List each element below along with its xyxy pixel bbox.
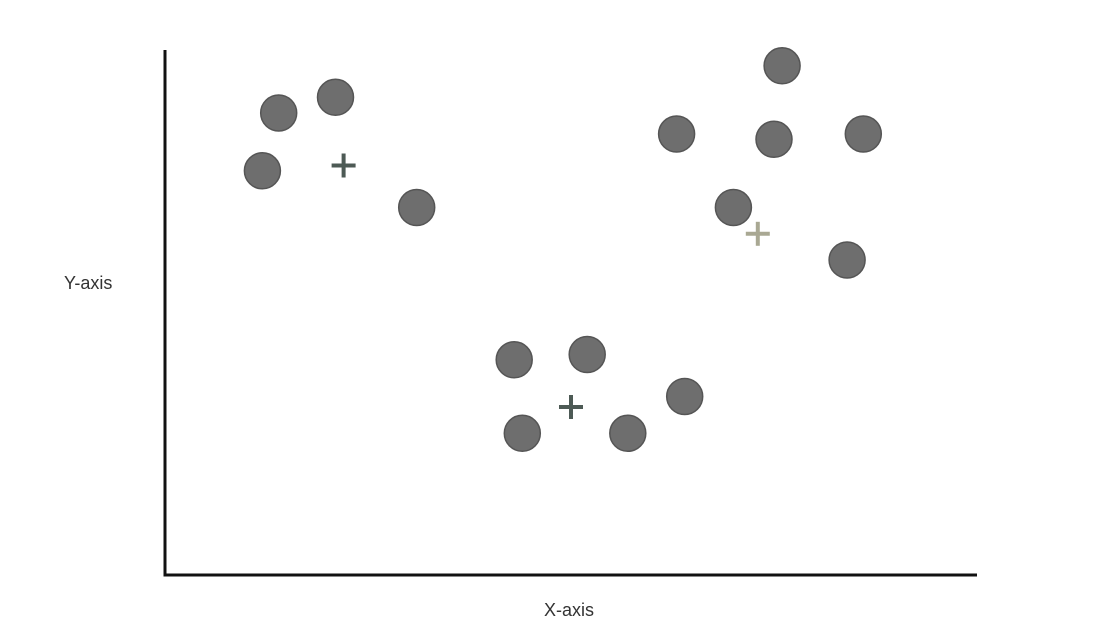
data-point-4	[397, 188, 436, 227]
data-point-8	[844, 115, 883, 153]
centroid-marker-1	[331, 153, 356, 178]
centroid-markers	[331, 153, 770, 419]
data-point-5	[763, 47, 801, 85]
data-point-13	[665, 377, 704, 416]
data-points	[243, 47, 883, 453]
data-point-14	[503, 414, 542, 453]
centroid-marker-2	[745, 221, 770, 246]
centroid-marker-3	[559, 395, 583, 419]
data-point-2	[316, 78, 355, 117]
data-point-10	[828, 241, 866, 279]
data-point-3	[243, 152, 282, 190]
data-point-12	[568, 335, 606, 374]
data-point-11	[495, 341, 533, 379]
data-point-9	[714, 188, 753, 227]
y-axis-title: Y-axis	[64, 273, 112, 293]
x-axis-title: X-axis	[544, 600, 594, 620]
data-point-15	[609, 414, 647, 453]
data-point-7	[755, 120, 793, 159]
data-point-6	[657, 115, 696, 153]
data-point-1	[259, 94, 298, 132]
